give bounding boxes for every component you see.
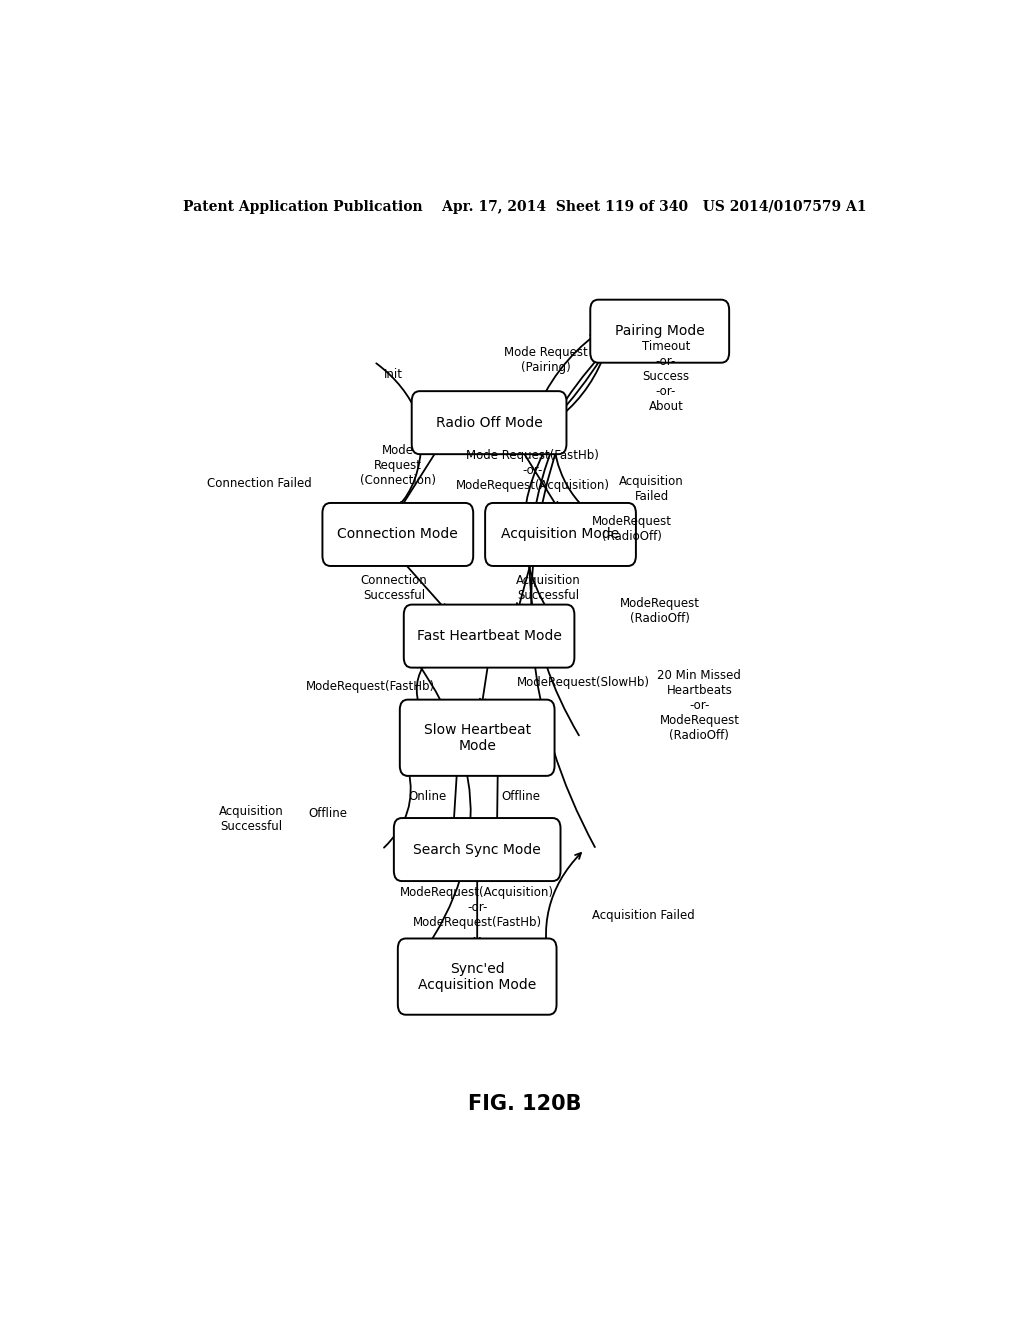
Text: Sync'ed
Acquisition Mode: Sync'ed Acquisition Mode — [418, 961, 537, 991]
FancyBboxPatch shape — [399, 700, 555, 776]
Text: Mode Request
(Pairing): Mode Request (Pairing) — [505, 346, 588, 374]
Text: FIG. 120B: FIG. 120B — [468, 1094, 582, 1114]
Text: Acquisition
Failed: Acquisition Failed — [620, 475, 684, 503]
Text: Search Sync Mode: Search Sync Mode — [414, 842, 541, 857]
Text: Timeout
-or-
Success
-or-
About: Timeout -or- Success -or- About — [642, 341, 690, 413]
Text: Slow Heartbeat
Mode: Slow Heartbeat Mode — [424, 722, 530, 752]
FancyBboxPatch shape — [485, 503, 636, 566]
FancyBboxPatch shape — [590, 300, 729, 363]
Text: Acquisition Mode: Acquisition Mode — [502, 528, 620, 541]
Text: 20 Min Missed
Heartbeats
-or-
ModeRequest
(RadioOff): 20 Min Missed Heartbeats -or- ModeReques… — [657, 669, 741, 742]
Text: Online: Online — [408, 791, 446, 803]
Text: Radio Off Mode: Radio Off Mode — [436, 416, 543, 430]
Text: ModeRequest
(RadioOff): ModeRequest (RadioOff) — [592, 515, 672, 544]
FancyBboxPatch shape — [412, 391, 566, 454]
Text: Acquisition Failed: Acquisition Failed — [593, 909, 695, 923]
Text: ModeRequest(Acquisition)
-or-
ModeRequest(FastHb): ModeRequest(Acquisition) -or- ModeReques… — [400, 886, 554, 929]
Text: Init: Init — [384, 368, 403, 381]
Text: Fast Heartbeat Mode: Fast Heartbeat Mode — [417, 630, 561, 643]
Text: ModeRequest(FastHb): ModeRequest(FastHb) — [305, 680, 434, 693]
Text: Connection Mode: Connection Mode — [338, 528, 458, 541]
FancyBboxPatch shape — [403, 605, 574, 668]
Text: ModeRequest
(RadioOff): ModeRequest (RadioOff) — [620, 597, 699, 624]
Text: Pairing Mode: Pairing Mode — [614, 325, 705, 338]
Text: Offline: Offline — [502, 791, 541, 803]
FancyBboxPatch shape — [394, 818, 560, 880]
Text: Acquisition
Successful: Acquisition Successful — [219, 805, 284, 833]
Text: Offline: Offline — [308, 808, 347, 821]
FancyBboxPatch shape — [397, 939, 556, 1015]
Text: Patent Application Publication    Apr. 17, 2014  Sheet 119 of 340   US 2014/0107: Patent Application Publication Apr. 17, … — [183, 201, 866, 214]
Text: Connection
Successful: Connection Successful — [360, 574, 427, 602]
Text: Mode Request(FastHb)
-or-
ModeRequest(Acquisition): Mode Request(FastHb) -or- ModeRequest(Ac… — [456, 449, 609, 492]
FancyBboxPatch shape — [323, 503, 473, 566]
Text: Acquisition
Successful: Acquisition Successful — [516, 574, 581, 602]
Text: Mode
Request
(Connection): Mode Request (Connection) — [359, 444, 436, 487]
Text: Connection Failed: Connection Failed — [207, 477, 311, 490]
Text: ModeRequest(SlowHb): ModeRequest(SlowHb) — [517, 676, 650, 689]
